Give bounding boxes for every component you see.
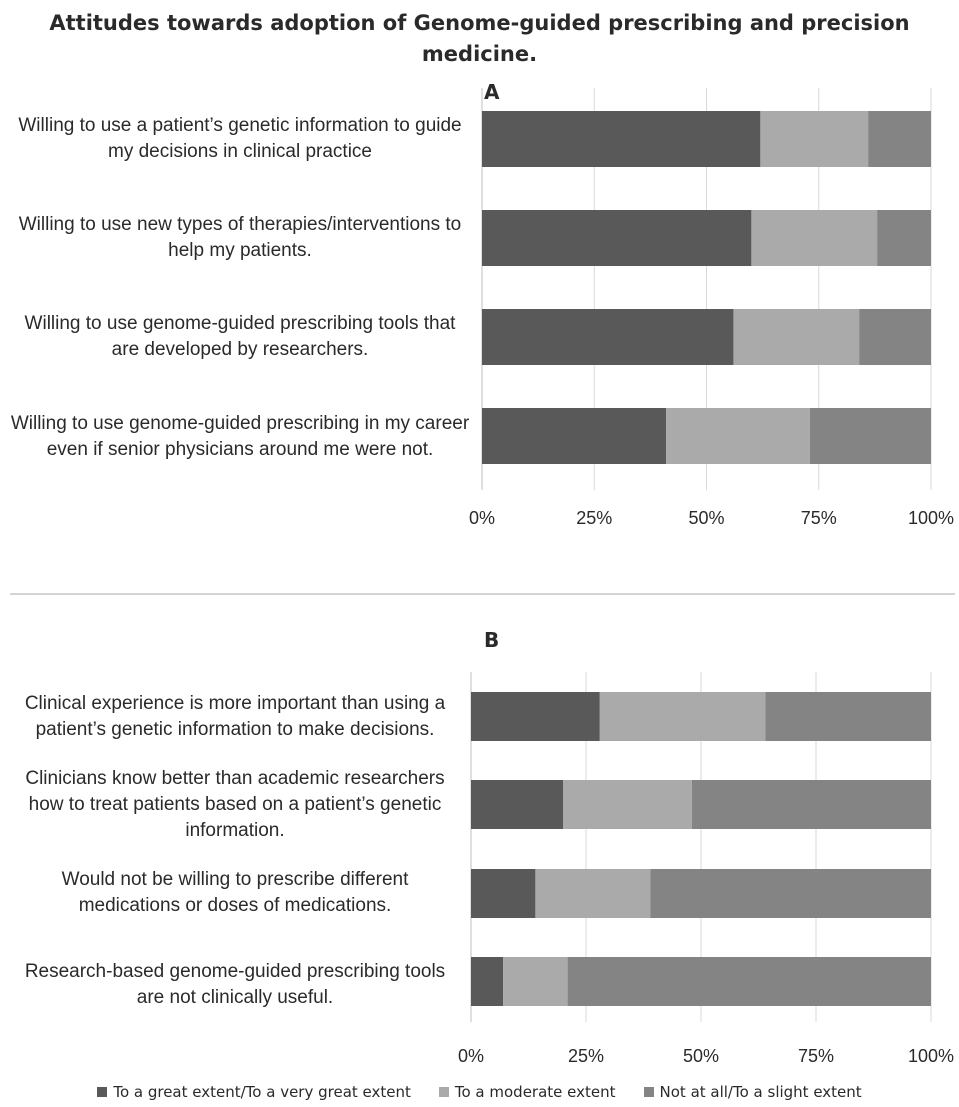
panel-b-bar-3-moderate-extent [535, 869, 651, 918]
panel-b-x-tick-label-5: 100% [908, 1046, 954, 1066]
panel-b-bar-4-great-extent [471, 957, 504, 1006]
panel-a-bar-1-moderate-extent [760, 111, 869, 167]
panel-b-bar-3-slight-extent [650, 869, 931, 918]
panel-a-x-tick-label-4: 75% [801, 508, 837, 528]
panel-b-bar-1-great-extent [471, 692, 600, 741]
panel-a-bar-3-slight-extent [859, 309, 931, 365]
panel-a-bar-1-slight-extent [868, 111, 931, 167]
panel-b-category-label-3: Would not be willing to prescribe differ… [61, 869, 409, 916]
legend-item-slight-extent: Not at all/To a slight extent [643, 1083, 862, 1101]
legend-swatch-moderate-extent [438, 1087, 449, 1097]
panel-b-bar-4-slight-extent [567, 957, 931, 1006]
panel-b-bar-1-moderate-extent [599, 692, 766, 741]
panel-b-category-label-2: Clinicians know better than academic res… [25, 768, 445, 841]
panel-b-x-tick-label-1: 0% [458, 1046, 484, 1066]
panel-b-bar-1-slight-extent [765, 692, 931, 741]
panel-a-x-tick-label-5: 100% [908, 508, 954, 528]
panel-a-bar-4-moderate-extent [666, 408, 810, 464]
panel-divider [10, 593, 955, 595]
panel-a-bar-2-great-extent [482, 210, 752, 266]
panel-b-bar-2-great-extent [471, 780, 563, 829]
panel-a-x-tick-label-3: 50% [688, 508, 724, 528]
panel-b-x-tick-label-3: 50% [683, 1046, 719, 1066]
panel-b-x-tick-label-4: 75% [798, 1046, 834, 1066]
legend-swatch-great-extent [97, 1087, 108, 1097]
panel-b-bar-2-slight-extent [691, 780, 931, 829]
panel-b-bar-3-great-extent [471, 869, 536, 918]
legend-label-moderate-extent: To a moderate extent [454, 1083, 616, 1101]
panel-a-bar-1-great-extent [482, 111, 761, 167]
panel-a-bar-3-great-extent [482, 309, 734, 365]
chart-title: Attitudes towards adoption of Genome-gui… [49, 11, 910, 66]
legend-item-moderate-extent: To a moderate extent [438, 1083, 616, 1101]
panel-b-category-label-4: Research-based genome-guided prescribing… [24, 961, 446, 1008]
legend-swatch-slight-extent [643, 1087, 654, 1097]
panel-a-category-label-1: Willing to use a patient’s genetic infor… [18, 115, 462, 162]
panel-a-category-label-4: Willing to use genome-guided prescribing… [10, 413, 470, 460]
panel-b-category-label-1: Clinical experience is more important th… [24, 693, 446, 740]
panel-a-bar-2-slight-extent [877, 210, 931, 266]
panel-a-category-label-2: Willing to use new types of therapies/in… [18, 214, 462, 261]
panel-b-bar-2-moderate-extent [563, 780, 692, 829]
panel-b-bar-4-moderate-extent [503, 957, 568, 1006]
legend-label-great-extent: To a great extent/To a very great extent [113, 1083, 411, 1101]
panel-a-category-label-3: Willing to use genome-guided prescribing… [24, 313, 456, 360]
panel-b-letter: B [484, 628, 500, 652]
legend-item-great-extent: To a great extent/To a very great extent [97, 1083, 411, 1101]
panel-a-bar-4-great-extent [482, 408, 667, 464]
panel-b-x-tick-label-2: 25% [568, 1046, 604, 1066]
panel-a-bar-3-moderate-extent [733, 309, 860, 365]
panel-a-x-tick-label-2: 25% [576, 508, 612, 528]
panel-a-bar-4-slight-extent [809, 408, 931, 464]
chart-legend: To a great extent/To a very great extent… [0, 1083, 959, 1101]
legend-label-slight-extent: Not at all/To a slight extent [659, 1083, 862, 1101]
panel-a-letter: A [484, 80, 500, 104]
panel-a-bar-2-moderate-extent [751, 210, 878, 266]
panel-a-x-tick-label-1: 0% [469, 508, 495, 528]
